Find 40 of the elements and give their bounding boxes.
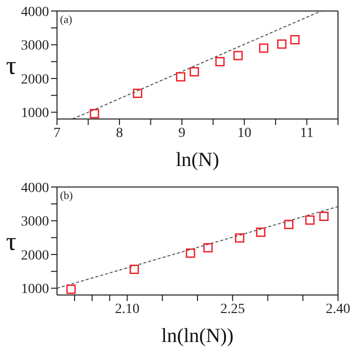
point (319, 212, 329, 222)
y-tick-label: 4000 (21, 180, 49, 196)
x-tick-label: 2.10 (115, 302, 140, 317)
y-tick-label: 4000 (21, 4, 49, 20)
point (256, 228, 266, 237)
y-tick-label: 2000 (21, 248, 49, 264)
y-tick-label: 1000 (21, 106, 49, 122)
point (259, 43, 268, 53)
point (190, 67, 200, 76)
x-tick-label: 7 (54, 126, 60, 141)
point (277, 39, 286, 49)
point (130, 264, 139, 274)
point (176, 72, 186, 82)
x-axis-title: ln(ln(N)) (161, 325, 234, 347)
x-tick-label: 11 (300, 126, 314, 141)
x-tick-label: 9 (178, 126, 186, 141)
point (284, 220, 294, 230)
x-tick-label: 2.25 (220, 302, 245, 317)
y-tick-label: 2000 (21, 72, 49, 88)
y-tick-label: 3000 (21, 38, 49, 54)
point (66, 284, 76, 294)
point (215, 56, 225, 66)
y-axis-title: τ (6, 227, 16, 256)
point (305, 215, 315, 225)
point (132, 88, 142, 98)
point (90, 108, 100, 118)
point (290, 35, 300, 44)
point (203, 243, 213, 252)
x-tick-label: 10 (237, 126, 252, 141)
point (186, 248, 196, 258)
y-axis-title: τ (6, 51, 16, 80)
y-tick-label: 3000 (21, 214, 49, 230)
x-axis-title: ln(N) (176, 149, 220, 171)
point (235, 233, 244, 243)
y-tick-label: 1000 (21, 282, 49, 298)
annotation: (b) (60, 190, 73, 202)
annotation: (a) (60, 14, 72, 26)
x-tick-label: 2.40 (326, 302, 350, 317)
x-tick-label: 8 (116, 126, 123, 141)
point (233, 50, 243, 60)
